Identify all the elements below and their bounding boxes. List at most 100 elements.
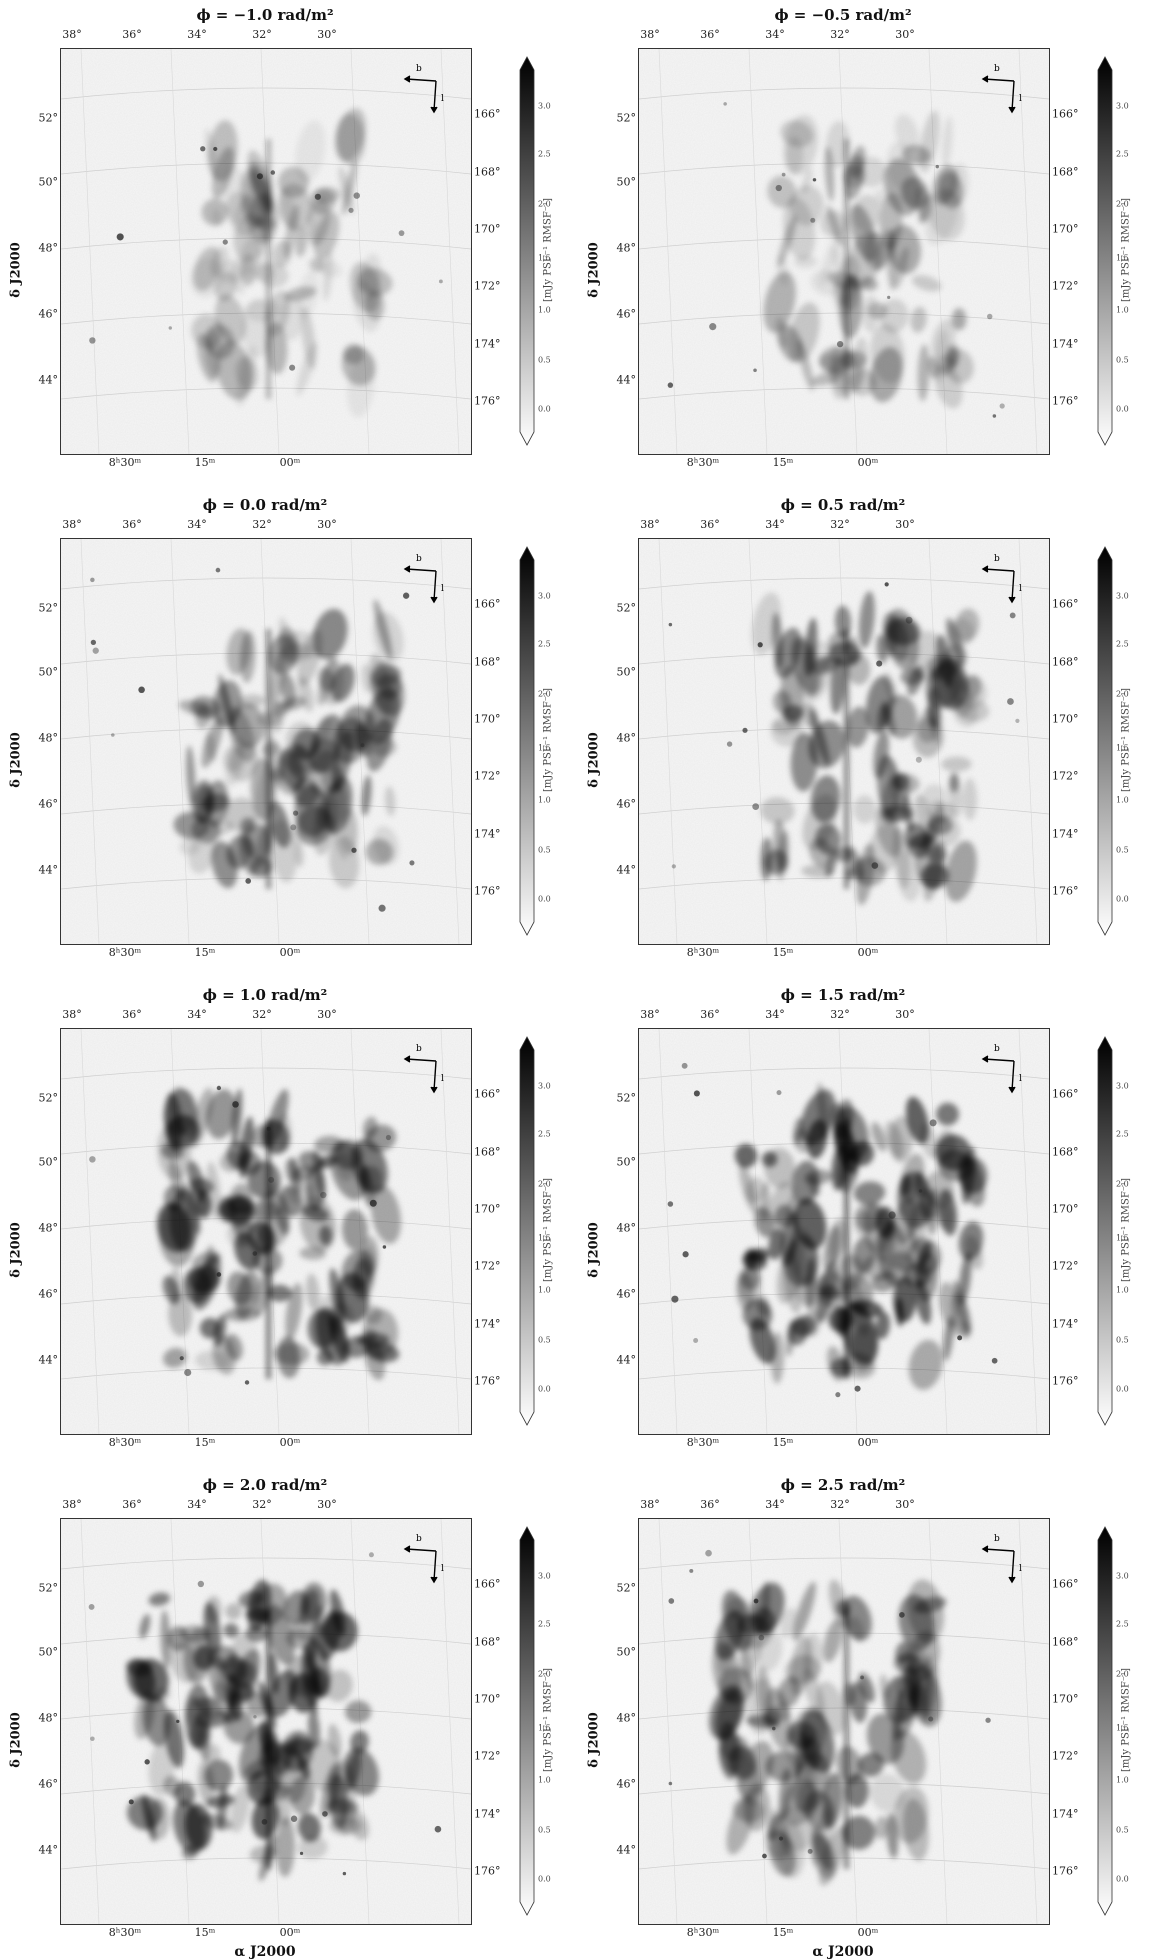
colorbar-tick-label: 2.5	[1116, 639, 1129, 649]
left-tick-label: 52°	[616, 111, 637, 125]
point-source	[752, 803, 760, 810]
colorbar	[1097, 546, 1113, 936]
top-tick-label: 30°	[895, 518, 915, 531]
point-source	[836, 340, 844, 348]
right-tick-label: 168°	[474, 1145, 501, 1159]
point-source	[771, 1726, 776, 1731]
left-tick-label: 46°	[616, 797, 637, 811]
bottom-tick-label: 00ᵐ	[279, 1926, 301, 1939]
right-tick-label: 170°	[1052, 222, 1079, 236]
panel-title: ϕ = 2.5 rad/m²	[780, 1476, 906, 1494]
colorbar-tick-label: 0.0	[538, 1874, 551, 1884]
compass-l-label: l	[1019, 94, 1022, 104]
top-tick-label: 36°	[122, 518, 142, 531]
bottom-tick-label: 15ᵐ	[194, 1436, 216, 1449]
right-tick-label: 166°	[474, 597, 501, 611]
colorbar-tick-label: 3.0	[538, 101, 551, 111]
colorbar-svg	[1097, 1526, 1113, 1916]
point-source	[289, 364, 296, 371]
right-tick-label: 176°	[474, 394, 501, 408]
bottom-tick-label: 00ᵐ	[857, 456, 879, 469]
colorbar-tick-label: 3.0	[538, 591, 551, 601]
colorbar-tick-label: 3.0	[538, 1081, 551, 1091]
colorbar-tick-label: 0.0	[1116, 1384, 1129, 1394]
right-tick-label: 174°	[474, 337, 501, 351]
sky-map-svg: bl	[61, 539, 471, 944]
grid-line	[61, 1557, 471, 1570]
sky-map-svg: bl	[639, 1519, 1049, 1924]
colorbar-gradient	[1097, 56, 1113, 446]
colorbar-tick-label: 1.5	[538, 743, 551, 753]
compass-b-label: b	[994, 64, 1000, 74]
bottom-tick-label: 00ᵐ	[857, 1926, 879, 1939]
panel-title: ϕ = 1.0 rad/m²	[202, 986, 328, 1004]
right-tick-label: 172°	[1052, 1259, 1079, 1273]
left-tick-label: 50°	[616, 1155, 637, 1169]
point-source	[1009, 612, 1016, 619]
colorbar-svg	[519, 56, 535, 446]
point-source	[709, 323, 717, 331]
point-source	[835, 1392, 841, 1398]
point-source	[398, 230, 405, 237]
left-tick-label: 48°	[616, 731, 637, 745]
left-tick-label: 50°	[38, 1155, 59, 1169]
colorbar-gradient	[1097, 1526, 1113, 1916]
colorbar-tick-label: 3.0	[538, 1571, 551, 1581]
point-source	[382, 1245, 387, 1249]
right-tick-label: 170°	[474, 712, 501, 726]
top-tick-label: 34°	[187, 28, 207, 41]
bottom-tick-label: 00ᵐ	[279, 456, 301, 469]
top-tick-label: 30°	[317, 1008, 337, 1021]
sky-map-svg: bl	[61, 49, 471, 454]
map-panel: ϕ = −1.0 rad/m² 38° 36° 34° 32° 30° 52° 50° 48° 4…	[0, 0, 577, 490]
colorbar-tick-label: 1.0	[538, 1775, 551, 1785]
point-source	[682, 1251, 689, 1258]
bottom-tick-label: 8ʰ30ᵐ	[108, 1436, 142, 1449]
y-axis-label: δ J2000	[8, 732, 24, 788]
left-tick-label: 52°	[38, 601, 59, 615]
colorbar-svg	[1097, 1036, 1113, 1426]
map-panel: ϕ = 1.0 rad/m² 38° 36° 34° 32° 30° 52° 50° 48° 46…	[0, 980, 577, 1470]
compass-b-label: b	[416, 1534, 422, 1544]
point-source	[778, 1836, 784, 1841]
right-tick-label: 174°	[1052, 337, 1079, 351]
colorbar-tick-label: 2.0	[1116, 199, 1129, 209]
top-tick-label: 36°	[700, 28, 720, 41]
colorbar-tick-label: 1.5	[538, 253, 551, 263]
point-source	[253, 1715, 257, 1719]
point-source	[860, 1675, 864, 1680]
colorbar-tick-label: 1.5	[538, 1233, 551, 1243]
compass-b-label: b	[994, 1044, 1000, 1054]
right-tick-label: 176°	[474, 1374, 501, 1388]
compass-arrows	[981, 565, 1016, 604]
point-source	[1007, 698, 1014, 705]
point-source	[320, 1191, 327, 1199]
point-source	[402, 592, 410, 599]
colorbar-tick-label: 2.0	[538, 1179, 551, 1189]
top-tick-label: 30°	[317, 518, 337, 531]
bottom-tick-label: 8ʰ30ᵐ	[108, 1926, 142, 1939]
point-source	[351, 847, 357, 853]
x-axis-label: α J2000	[812, 1944, 874, 1960]
top-tick-label: 30°	[895, 1498, 915, 1511]
point-source	[128, 1799, 134, 1805]
right-tick-label: 172°	[1052, 769, 1079, 783]
colorbar-tick-label: 1.5	[1116, 1233, 1129, 1243]
emission-structure	[751, 591, 990, 906]
compass-b-label: b	[994, 1534, 1000, 1544]
right-tick-label: 176°	[474, 1864, 501, 1878]
right-tick-label: 172°	[474, 1259, 501, 1273]
colorbar-label: [mJy PSF⁻¹ RMSF⁻¹]	[542, 688, 554, 792]
point-source	[92, 647, 99, 654]
point-source	[90, 577, 95, 583]
colorbar-tick-label: 2.5	[1116, 1619, 1129, 1629]
point-source	[742, 727, 748, 733]
point-source	[197, 1580, 205, 1588]
point-source	[667, 1201, 674, 1207]
left-tick-label: 50°	[38, 175, 59, 189]
top-tick-label: 32°	[252, 28, 272, 41]
top-tick-label: 34°	[187, 1008, 207, 1021]
